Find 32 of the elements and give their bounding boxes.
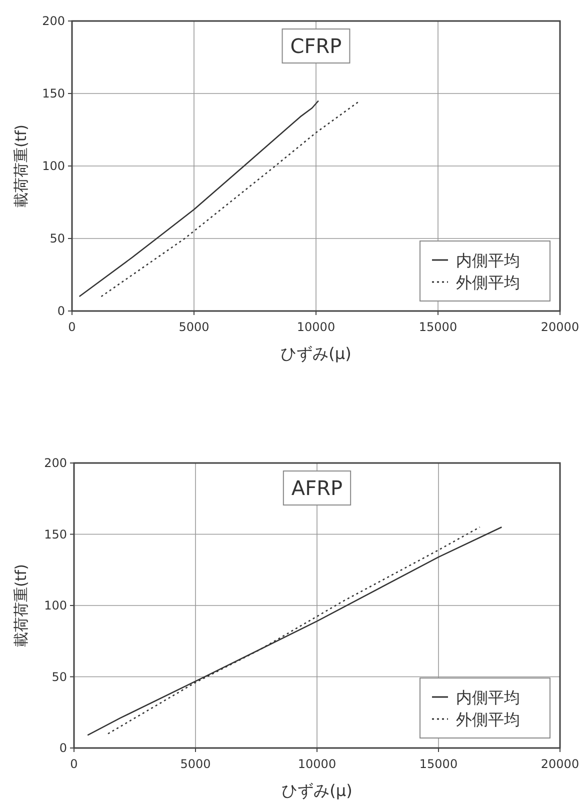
legend-label: 内側平均 <box>456 251 520 270</box>
x-tick-label: 15000 <box>419 757 458 771</box>
y-tick-label: 150 <box>44 527 67 542</box>
x-tick-label: 15000 <box>418 320 458 334</box>
legend-label: 内側平均 <box>456 688 520 707</box>
y-tick-label: 200 <box>42 14 65 28</box>
x-tick-label: 20000 <box>540 320 580 334</box>
y-tick-label: 50 <box>52 670 67 684</box>
legend-label: 外側平均 <box>456 710 520 729</box>
y-tick-label: 100 <box>42 159 65 173</box>
x-tick-label: 5000 <box>178 320 210 334</box>
y-tick-label: 100 <box>44 598 67 612</box>
x-tick-label: 10000 <box>298 757 336 771</box>
x-tick-label: 20000 <box>540 757 580 771</box>
y-tick-label: 200 <box>44 456 67 470</box>
y-axis-title: 載荷荷重(tf) <box>12 564 30 647</box>
text: AFRP <box>291 476 343 500</box>
x-axis-title: ひずみ(μ) <box>280 344 352 363</box>
y-tick-label: 0 <box>57 304 65 318</box>
x-tick-label: 5000 <box>180 757 211 771</box>
x-tick-label: 10000 <box>296 320 336 334</box>
line-series <box>100 100 361 298</box>
x-tick-label: 0 <box>70 757 78 771</box>
legend-label: 外側平均 <box>456 273 520 292</box>
text: CFRP <box>290 34 342 58</box>
y-axis-title: 載荷荷重(tf) <box>12 124 30 208</box>
x-axis-title: ひずみ(μ) <box>282 781 352 800</box>
y-tick-label: 50 <box>50 232 65 246</box>
line-series <box>78 100 320 298</box>
y-tick-label: 150 <box>42 86 65 100</box>
x-tick-label: 0 <box>68 320 76 334</box>
y-tick-label: 0 <box>59 741 67 755</box>
